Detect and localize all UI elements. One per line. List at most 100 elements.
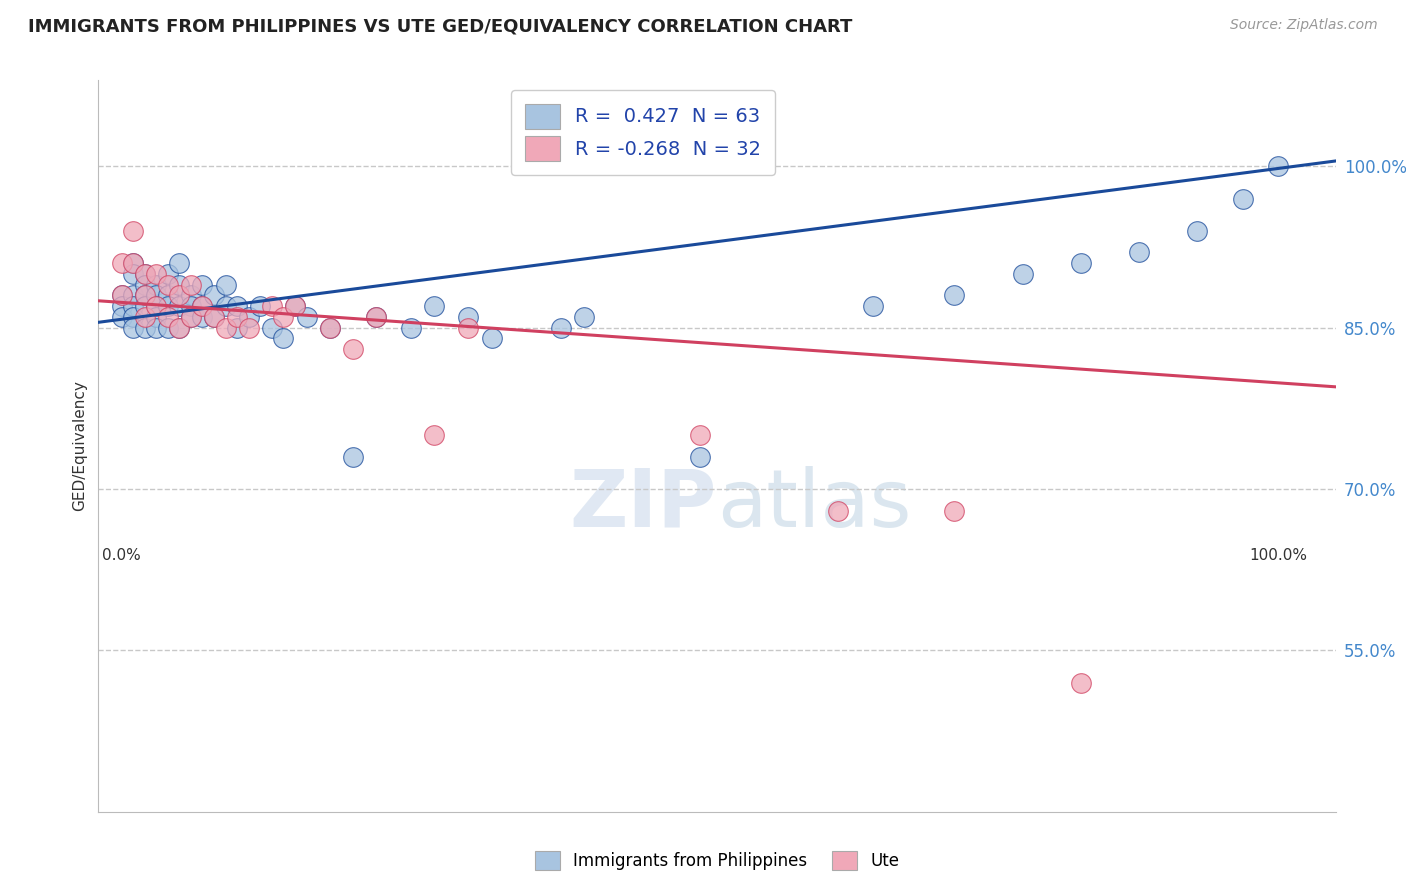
Text: 100.0%: 100.0% — [1249, 549, 1308, 564]
Point — [134, 288, 156, 302]
Point — [169, 320, 191, 334]
Point — [226, 310, 249, 324]
Point — [180, 288, 202, 302]
Point — [226, 320, 249, 334]
Point — [1128, 245, 1150, 260]
Point — [238, 310, 260, 324]
Point — [169, 288, 191, 302]
Point — [1070, 675, 1092, 690]
Point — [169, 299, 191, 313]
Point — [134, 320, 156, 334]
Point — [122, 256, 145, 270]
Point — [364, 310, 387, 324]
Point — [156, 277, 179, 292]
Point — [214, 320, 236, 334]
Point — [134, 299, 156, 313]
Point — [1070, 256, 1092, 270]
Point — [145, 299, 167, 313]
Point — [134, 310, 156, 324]
Point — [169, 320, 191, 334]
Point — [191, 310, 214, 324]
Point — [943, 288, 966, 302]
Point — [260, 320, 283, 334]
Point — [284, 299, 307, 313]
Y-axis label: GED/Equivalency: GED/Equivalency — [72, 381, 87, 511]
Point — [457, 320, 479, 334]
Point — [145, 288, 167, 302]
Point — [238, 320, 260, 334]
Point — [273, 310, 295, 324]
Point — [202, 288, 225, 302]
Point — [342, 342, 364, 356]
Point — [169, 256, 191, 270]
Point — [226, 299, 249, 313]
Point — [1012, 267, 1035, 281]
Point — [122, 288, 145, 302]
Text: 0.0%: 0.0% — [103, 549, 141, 564]
Point — [943, 503, 966, 517]
Text: Source: ZipAtlas.com: Source: ZipAtlas.com — [1230, 18, 1378, 32]
Text: IMMIGRANTS FROM PHILIPPINES VS UTE GED/EQUIVALENCY CORRELATION CHART: IMMIGRANTS FROM PHILIPPINES VS UTE GED/E… — [28, 18, 852, 36]
Point — [191, 299, 214, 313]
Point — [122, 256, 145, 270]
Point — [423, 428, 446, 442]
Point — [156, 320, 179, 334]
Point — [180, 299, 202, 313]
Point — [862, 299, 884, 313]
Point — [145, 277, 167, 292]
Point — [423, 299, 446, 313]
Point — [249, 299, 271, 313]
Point — [399, 320, 422, 334]
Point — [827, 503, 849, 517]
Point — [156, 310, 179, 324]
Point — [180, 277, 202, 292]
Point — [156, 288, 179, 302]
Point — [214, 277, 236, 292]
Point — [169, 277, 191, 292]
Point — [457, 310, 479, 324]
Point — [191, 277, 214, 292]
Point — [364, 310, 387, 324]
Point — [156, 299, 179, 313]
Point — [145, 320, 167, 334]
Point — [122, 224, 145, 238]
Point — [134, 277, 156, 292]
Point — [273, 331, 295, 345]
Point — [318, 320, 340, 334]
Point — [260, 299, 283, 313]
Point — [481, 331, 503, 345]
Point — [145, 299, 167, 313]
Point — [134, 288, 156, 302]
Point — [122, 267, 145, 281]
Point — [1185, 224, 1208, 238]
Text: ZIP: ZIP — [569, 466, 717, 543]
Point — [156, 267, 179, 281]
Point — [191, 299, 214, 313]
Point — [202, 310, 225, 324]
Point — [1232, 192, 1254, 206]
Point — [550, 320, 572, 334]
Point — [295, 310, 318, 324]
Point — [110, 310, 132, 324]
Point — [122, 299, 145, 313]
Point — [134, 267, 156, 281]
Legend: Immigrants from Philippines, Ute: Immigrants from Philippines, Ute — [529, 844, 905, 877]
Point — [145, 267, 167, 281]
Point — [110, 288, 132, 302]
Point — [318, 320, 340, 334]
Point — [110, 288, 132, 302]
Point — [122, 320, 145, 334]
Point — [180, 310, 202, 324]
Point — [689, 450, 711, 464]
Point — [214, 299, 236, 313]
Point — [284, 299, 307, 313]
Point — [145, 310, 167, 324]
Point — [202, 310, 225, 324]
Text: atlas: atlas — [717, 466, 911, 543]
Point — [122, 310, 145, 324]
Point — [134, 267, 156, 281]
Point — [110, 256, 132, 270]
Point — [110, 299, 132, 313]
Point — [180, 310, 202, 324]
Point — [342, 450, 364, 464]
